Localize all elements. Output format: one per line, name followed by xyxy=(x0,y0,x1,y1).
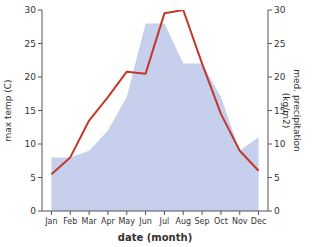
x-tick xyxy=(126,211,127,215)
y2-tick xyxy=(268,77,272,78)
y-tick-label: 5 xyxy=(30,173,36,183)
x-tick xyxy=(258,211,259,215)
y2-tick xyxy=(268,110,272,111)
y-tick-label: 30 xyxy=(25,5,37,15)
y2-tick-label: 5 xyxy=(274,173,280,183)
temperature-line xyxy=(51,10,258,174)
x-axis-label: date (month) xyxy=(118,232,192,243)
y2-tick xyxy=(268,144,272,145)
y-axis-label: max temp (C) xyxy=(3,79,13,141)
x-tick xyxy=(89,211,90,215)
y-tick xyxy=(38,177,42,178)
y-tick xyxy=(38,144,42,145)
x-tick-label: Jul xyxy=(159,217,170,226)
x-tick xyxy=(183,211,184,215)
x-tick-label: Feb xyxy=(63,217,77,226)
x-tick-label: Oct xyxy=(214,217,228,226)
x-tick-label: Jan xyxy=(44,217,57,226)
y-tick-label: 10 xyxy=(25,139,37,149)
x-tick-label: Apr xyxy=(101,217,116,226)
y-tick-label: 0 xyxy=(30,206,36,216)
y-tick xyxy=(38,10,42,11)
x-tick-label: Jun xyxy=(138,217,152,226)
y-tick-label: 25 xyxy=(25,39,36,49)
y-tick xyxy=(38,77,42,78)
y2-tick-label: 10 xyxy=(274,139,286,149)
precipitation-area xyxy=(51,23,258,211)
y2-axis-label: med. precipitation(kg/m2) xyxy=(281,69,302,151)
y2-tick-label: 25 xyxy=(274,39,285,49)
chart: 051015202530051015202530JanFebMarAprMayJ… xyxy=(0,0,318,247)
x-tick-label: May xyxy=(118,217,135,226)
y2-tick xyxy=(268,10,272,11)
x-tick-label: Nov xyxy=(232,217,248,226)
x-tick-label: Aug xyxy=(175,217,191,226)
y-tick xyxy=(38,43,42,44)
y-tick xyxy=(38,110,42,111)
x-tick xyxy=(51,211,52,215)
x-axis-line xyxy=(42,211,268,212)
y2-tick xyxy=(268,177,272,178)
x-tick xyxy=(164,211,165,215)
y2-tick xyxy=(268,211,272,212)
y2-tick-label: 20 xyxy=(274,72,286,82)
y2-tick-label: 0 xyxy=(274,206,280,216)
x-tick xyxy=(220,211,221,215)
y-tick-label: 15 xyxy=(25,106,36,116)
x-tick xyxy=(107,211,108,215)
y2-tick-label: 30 xyxy=(274,5,286,15)
y-tick xyxy=(38,211,42,212)
x-tick xyxy=(202,211,203,215)
x-tick xyxy=(145,211,146,215)
y-tick-label: 20 xyxy=(25,72,37,82)
x-tick xyxy=(239,211,240,215)
x-tick-label: Mar xyxy=(82,217,98,226)
x-tick xyxy=(70,211,71,215)
x-tick-label: Dec xyxy=(251,217,266,226)
x-tick-label: Sep xyxy=(195,217,210,226)
y2-tick xyxy=(268,43,272,44)
marks xyxy=(51,10,258,211)
